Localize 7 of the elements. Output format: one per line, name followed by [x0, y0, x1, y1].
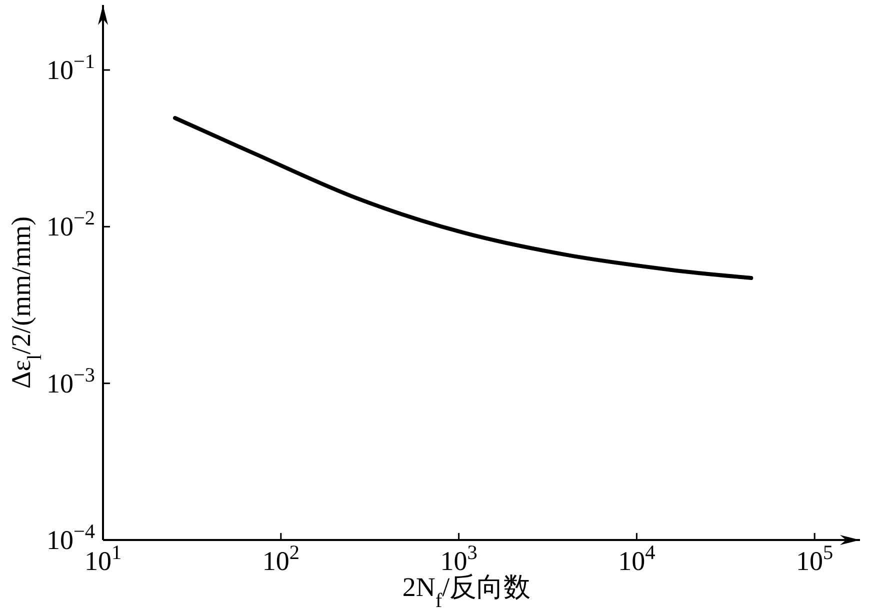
y-tick-label: 10$^{−2}$	[46, 208, 95, 242]
x-axis-title: 2N$_{f}$/反向数	[402, 572, 531, 612]
y-tick-label: 10$^{−1}$	[46, 51, 95, 86]
y-tick-label: 10$^{−3}$	[46, 364, 95, 398]
x-tick-label: 10$^{2}$	[262, 542, 300, 576]
x-tick-label: 10$^{4}$	[618, 542, 656, 576]
x-tick-label: 10$^{5}$	[796, 542, 834, 576]
